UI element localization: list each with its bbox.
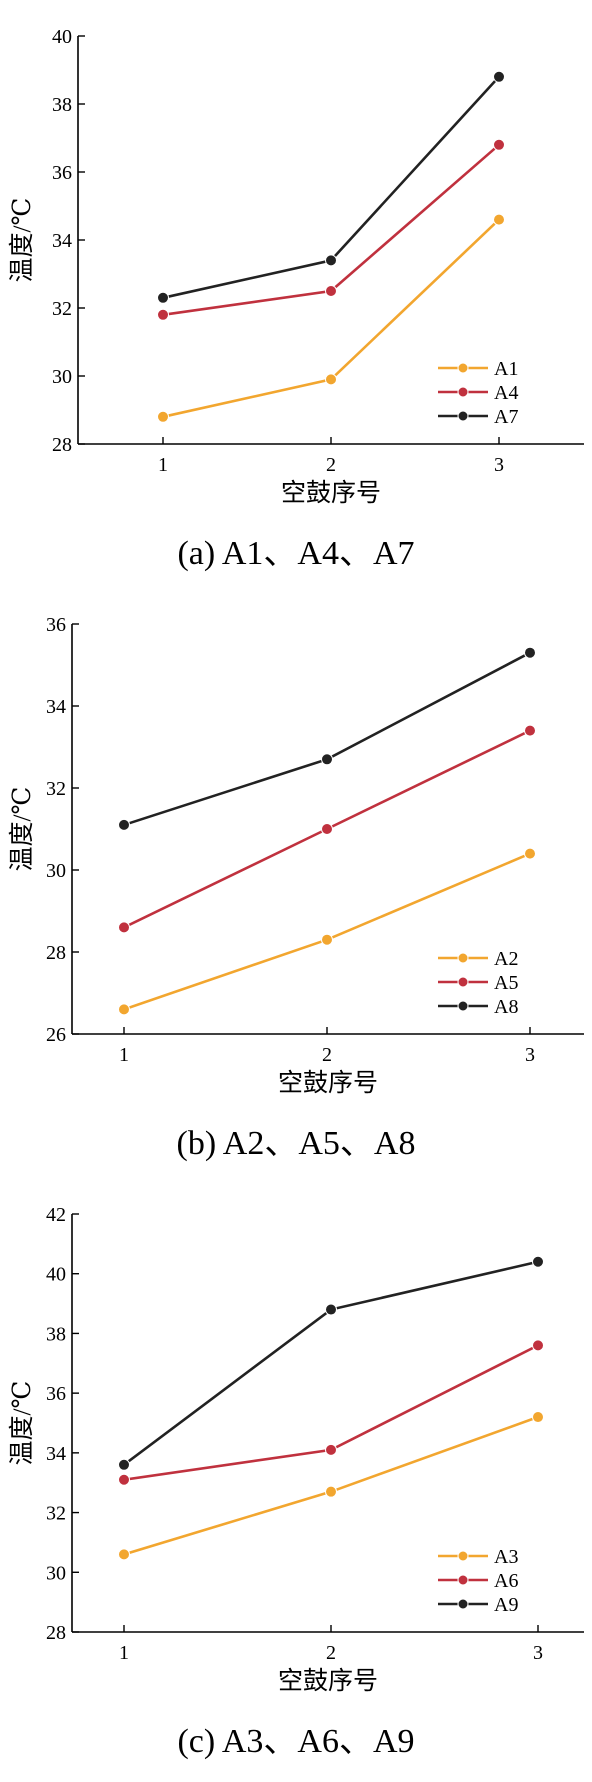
- data-point-A8: [118, 818, 130, 831]
- series-line-A6: [123, 1344, 539, 1482]
- data-point-A1: [157, 410, 169, 423]
- data-point-A2: [118, 1003, 130, 1016]
- data-point-A6: [118, 1473, 130, 1486]
- legend-label-A6: A6: [494, 1570, 518, 1592]
- data-point-A2: [321, 933, 333, 946]
- series-line-A1: [162, 218, 500, 419]
- legend-label-A1: A1: [494, 358, 518, 380]
- x-tick-label: 1: [119, 1642, 129, 1664]
- legend-marker-A7: [457, 410, 469, 422]
- data-point-A9: [532, 1255, 544, 1268]
- y-tick-label: 38: [46, 1323, 66, 1345]
- data-point-A1: [325, 373, 337, 386]
- x-tick-label: 2: [322, 1044, 332, 1066]
- chart-panel-b: 26 28 30 32 34 36 1 2 3 空鼓序号 温度/℃ A2 A5 A8 (b) A2、A5、A…: [0, 590, 592, 1185]
- y-tick-label: 34: [52, 230, 72, 252]
- x-tick-label: 3: [525, 1044, 535, 1066]
- data-point-A5: [118, 921, 130, 934]
- y-axis-label: 温度/℃: [8, 198, 36, 283]
- legend-marker-A3: [457, 1550, 469, 1562]
- data-point-A7: [325, 254, 337, 267]
- x-tick-label: 1: [158, 454, 168, 476]
- figure-caption: (c) A3、A6、A9: [177, 1723, 414, 1760]
- series-line-A2: [123, 852, 531, 1011]
- legend-label-A8: A8: [494, 996, 518, 1018]
- y-tick-label: 28: [52, 434, 72, 456]
- chart-panel-c: 28 30 32 34 36 38 40 42 1 2 3 空鼓序号 温度/℃ A3 A6 A9 (c) A3、…: [0, 1180, 592, 1782]
- y-tick-label: 30: [46, 1562, 66, 1584]
- y-tick-label: 40: [46, 1264, 66, 1286]
- data-point-A4: [325, 285, 337, 297]
- x-tick-label: 1: [119, 1044, 129, 1066]
- legend-label-A5: A5: [494, 972, 518, 994]
- legend-marker-A4: [457, 386, 469, 398]
- data-point-A8: [524, 646, 536, 659]
- data-point-A7: [157, 291, 169, 304]
- legend-marker-A8: [457, 1000, 469, 1012]
- data-point-A8: [321, 753, 333, 766]
- series-line-A8: [123, 651, 531, 827]
- y-tick-label: 40: [52, 26, 72, 48]
- y-tick-label: 32: [52, 298, 72, 320]
- y-tick-label: 34: [46, 696, 66, 718]
- data-point-A3: [118, 1548, 130, 1561]
- data-point-A9: [325, 1303, 337, 1316]
- y-tick-label: 30: [52, 366, 72, 388]
- data-point-A5: [321, 823, 333, 835]
- x-tick-label: 3: [533, 1642, 543, 1664]
- y-tick-label: 32: [46, 778, 66, 800]
- x-axis-label: 空鼓序号: [278, 1069, 378, 1097]
- data-point-A5: [524, 724, 536, 737]
- legend-label-A2: A2: [494, 948, 518, 970]
- x-axis-label: 空鼓序号: [278, 1667, 378, 1695]
- x-tick-label: 2: [326, 454, 336, 476]
- data-point-A4: [493, 138, 505, 151]
- y-tick-label: 36: [46, 614, 66, 636]
- data-point-A7: [493, 70, 505, 83]
- figure-caption: (b) A2、A5、A8: [177, 1125, 416, 1162]
- y-tick-label: 42: [46, 1204, 66, 1226]
- data-point-A6: [532, 1339, 544, 1352]
- legend-label-A3: A3: [494, 1546, 518, 1568]
- y-tick-label: 36: [46, 1383, 66, 1405]
- data-point-A4: [157, 308, 169, 321]
- data-point-A1: [493, 213, 505, 226]
- x-axis-label: 空鼓序号: [281, 479, 381, 507]
- data-point-A3: [325, 1485, 337, 1498]
- data-point-A9: [118, 1458, 130, 1471]
- legend-marker-A1: [457, 362, 469, 374]
- data-point-A6: [325, 1443, 337, 1456]
- y-tick-label: 28: [46, 942, 66, 964]
- legend-marker-A6: [457, 1574, 469, 1586]
- y-tick-label: 32: [46, 1503, 66, 1525]
- y-tick-label: 36: [52, 162, 72, 184]
- legend-marker-A5: [457, 976, 469, 988]
- legend-label-A4: A4: [494, 382, 518, 404]
- chart-panel-a: 28 30 32 34 36 38 40 1 2 3 空鼓序号 温度/℃ A1 A4 A7 (a) A1、A4…: [0, 0, 592, 595]
- y-tick-label: 30: [46, 860, 66, 882]
- legend-label-A7: A7: [494, 406, 518, 428]
- y-tick-label: 34: [46, 1443, 66, 1465]
- y-axis-label: 温度/℃: [8, 787, 36, 872]
- legend-marker-A9: [457, 1598, 469, 1610]
- x-tick-label: 2: [326, 1642, 336, 1664]
- y-axis-label: 温度/℃: [8, 1381, 36, 1466]
- data-point-A2: [524, 847, 536, 860]
- y-tick-label: 26: [46, 1024, 66, 1046]
- data-point-A3: [532, 1411, 544, 1424]
- legend-label-A9: A9: [494, 1594, 518, 1616]
- y-tick-label: 28: [46, 1622, 66, 1644]
- y-tick-label: 38: [52, 94, 72, 116]
- x-tick-label: 3: [494, 454, 504, 476]
- legend-marker-A2: [457, 952, 469, 964]
- figure-caption: (a) A1、A4、A7: [177, 535, 414, 572]
- series-line-A9: [123, 1260, 539, 1466]
